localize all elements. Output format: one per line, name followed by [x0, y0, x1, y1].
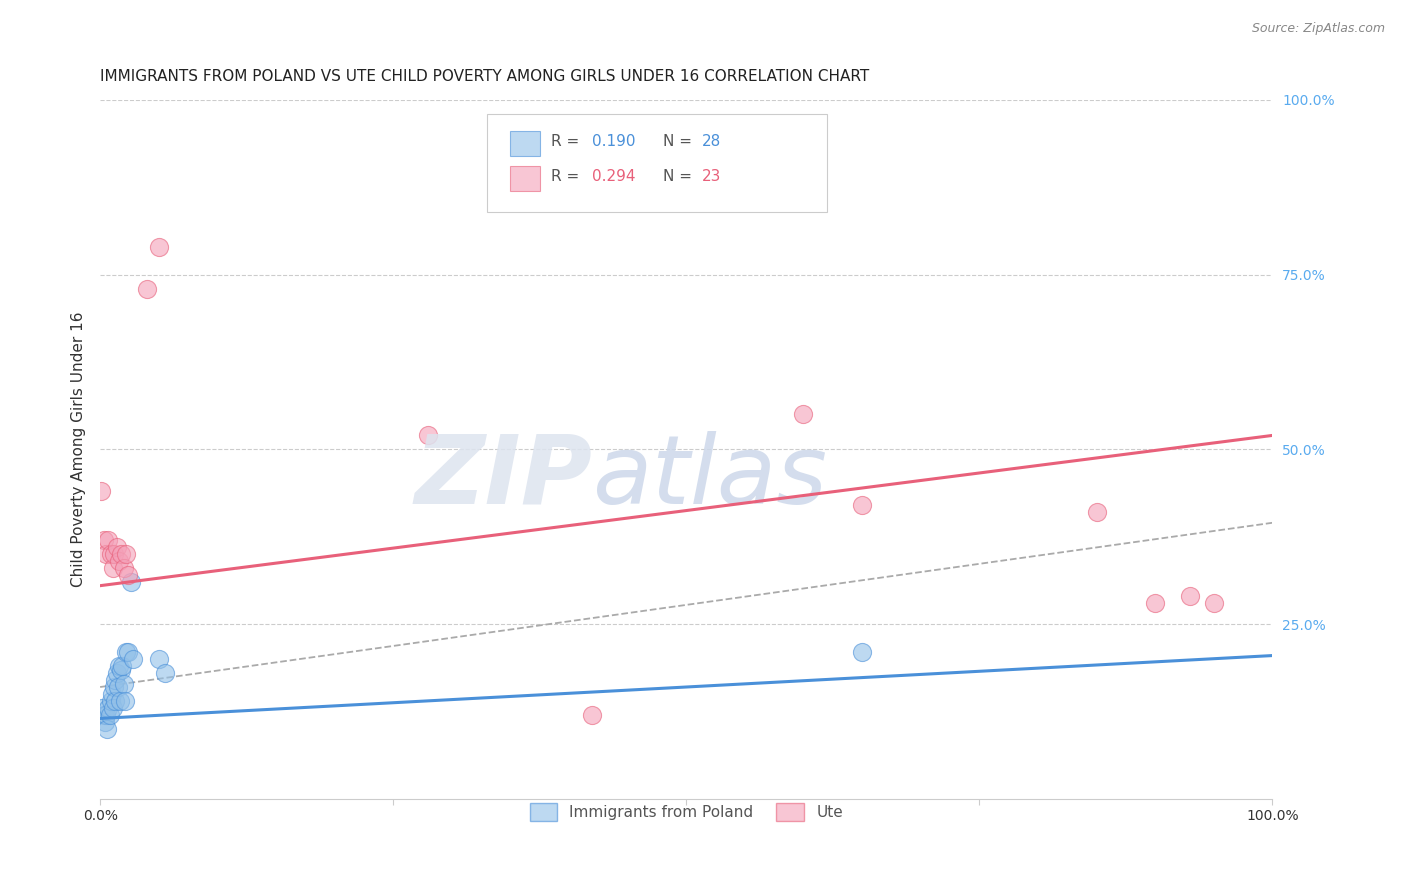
Point: [1085, 505, 1108, 519]
Text: R =: R =: [551, 135, 585, 149]
Text: atlas: atlas: [592, 431, 828, 524]
Point: [98, 708, 121, 723]
FancyBboxPatch shape: [510, 166, 540, 191]
Point: [136, 282, 159, 296]
Point: [90, 484, 112, 499]
Point: [93, 533, 115, 548]
Point: [100, 694, 122, 708]
Point: [94, 714, 117, 729]
Point: [104, 694, 127, 708]
Point: [115, 547, 138, 561]
Point: [117, 568, 139, 582]
Point: [94, 708, 117, 723]
Point: [103, 680, 125, 694]
Point: [107, 680, 129, 694]
Point: [112, 561, 135, 575]
Point: [104, 673, 127, 687]
Point: [110, 663, 132, 677]
Text: R =: R =: [551, 169, 585, 185]
Point: [108, 694, 131, 708]
Text: N =: N =: [662, 169, 697, 185]
Point: [101, 701, 124, 715]
Point: [851, 645, 873, 659]
Point: [1144, 596, 1167, 610]
Point: [96, 722, 118, 736]
Point: [114, 694, 136, 708]
Point: [105, 540, 128, 554]
Point: [97, 533, 120, 548]
Point: [581, 708, 603, 723]
Text: 28: 28: [702, 135, 721, 149]
Point: [1180, 589, 1202, 603]
Point: [148, 652, 170, 666]
Point: [1202, 596, 1225, 610]
Point: [792, 408, 814, 422]
Point: [148, 240, 170, 254]
FancyBboxPatch shape: [486, 114, 827, 211]
Point: [111, 659, 134, 673]
Text: N =: N =: [662, 135, 697, 149]
Point: [110, 547, 132, 561]
Point: [418, 428, 440, 442]
Legend: Immigrants from Poland, Ute: Immigrants from Poland, Ute: [517, 791, 855, 833]
Point: [97, 701, 120, 715]
Point: [91, 701, 114, 715]
Point: [94, 547, 117, 561]
Point: [101, 687, 124, 701]
Text: ZIP: ZIP: [415, 431, 592, 524]
Point: [153, 666, 176, 681]
Text: 0.190: 0.190: [592, 135, 636, 149]
Point: [100, 547, 122, 561]
Y-axis label: Child Poverty Among Girls Under 16: Child Poverty Among Girls Under 16: [72, 311, 86, 587]
Text: 23: 23: [702, 169, 721, 185]
Point: [851, 498, 873, 512]
Point: [112, 676, 135, 690]
Point: [120, 575, 142, 590]
Text: 0.294: 0.294: [592, 169, 636, 185]
Point: [105, 666, 128, 681]
Text: Source: ZipAtlas.com: Source: ZipAtlas.com: [1251, 22, 1385, 36]
Point: [108, 554, 131, 568]
Text: IMMIGRANTS FROM POLAND VS UTE CHILD POVERTY AMONG GIRLS UNDER 16 CORRELATION CHA: IMMIGRANTS FROM POLAND VS UTE CHILD POVE…: [100, 69, 869, 84]
Point: [117, 645, 139, 659]
Point: [108, 659, 131, 673]
Point: [122, 652, 145, 666]
Point: [103, 547, 125, 561]
Point: [93, 708, 115, 723]
FancyBboxPatch shape: [510, 131, 540, 156]
Point: [101, 561, 124, 575]
Point: [115, 645, 138, 659]
